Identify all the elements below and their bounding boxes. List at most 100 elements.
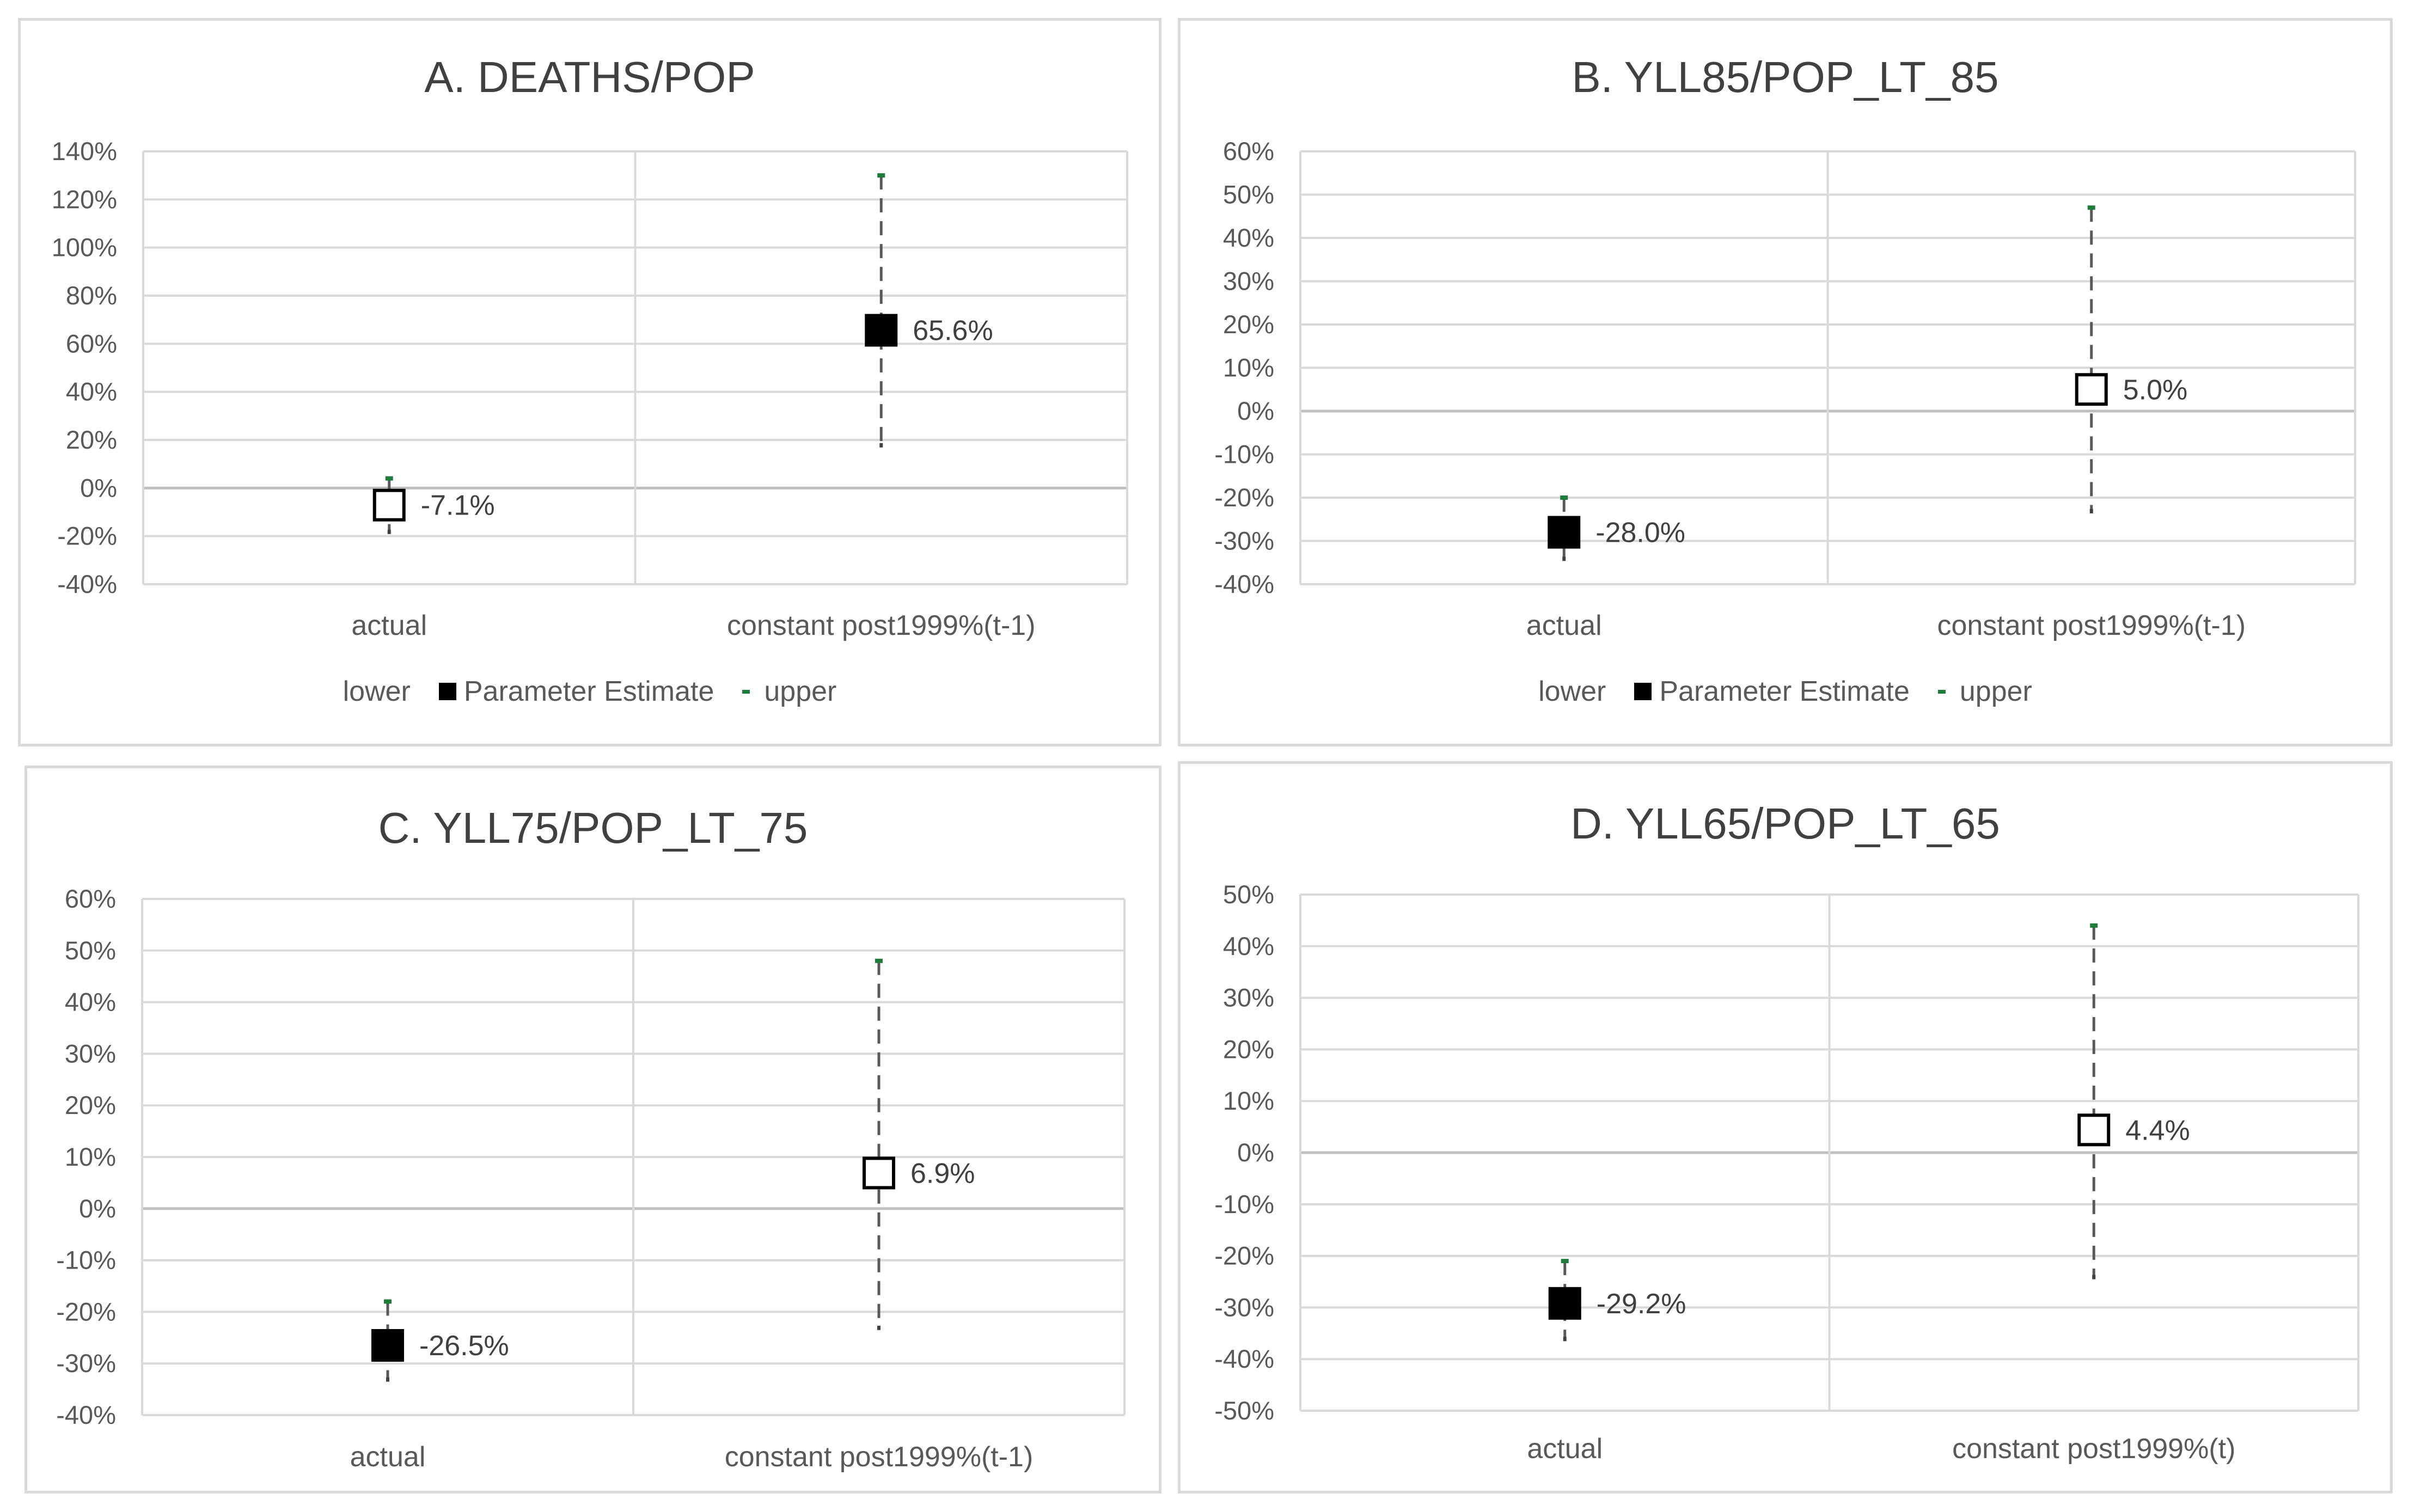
legend-label-upper: upper (1959, 676, 2032, 707)
chart-legend: lower Parameter Estimate upper (21, 675, 1159, 708)
y-tick-label: 40% (1223, 932, 1274, 960)
legend-label-lower: lower (1538, 676, 1606, 707)
lower-marker (879, 443, 883, 448)
x-category-label: actual (350, 1441, 426, 1473)
y-tick-label: -40% (57, 570, 117, 598)
data-label: 65.6% (913, 315, 993, 347)
legend-label-estimate: Parameter Estimate (1659, 676, 1910, 707)
y-tick-label: 0% (79, 1194, 116, 1223)
data-label: -26.5% (419, 1330, 509, 1362)
y-tick-label: -30% (1214, 1293, 1274, 1321)
y-tick-label: 40% (1223, 223, 1274, 252)
y-tick-label: -30% (1214, 527, 1274, 555)
x-category-label: constant post1999%(t-1) (727, 610, 1036, 641)
legend-estimate: Parameter Estimate (1634, 675, 1910, 708)
y-tick-label: -30% (56, 1349, 116, 1378)
estimate-marker (2077, 1113, 2111, 1147)
y-tick-label: 30% (65, 1039, 116, 1068)
x-category-label: actual (1527, 1433, 1603, 1465)
lower-marker (1562, 556, 1566, 561)
legend-label-estimate: Parameter Estimate (463, 676, 714, 707)
chart-panel-b: B. YLL85/POP_LT_85 60% 50% 40% 30% 20% 10% 0% -… (1178, 18, 2393, 746)
y-tick-label: 80% (66, 281, 117, 310)
y-tick-label: 30% (1223, 267, 1274, 296)
y-tick-label: -20% (56, 1297, 116, 1326)
upper-marker (384, 1299, 392, 1304)
y-tick-label: 20% (66, 425, 117, 454)
chart-legend: lower Parameter Estimate upper (1181, 675, 2390, 708)
upper-marker (2087, 205, 2095, 210)
chart-panel-c: C. YLL75/POP_LT_75 60% 50% 40% 30% 20% 10% 0% -… (25, 766, 1161, 1493)
data-label: 5.0% (2123, 374, 2188, 406)
chart-title: D. YLL65/POP_LT_65 (1570, 799, 2000, 848)
legend-square-icon (438, 683, 456, 700)
y-tick-label: -20% (1214, 483, 1274, 512)
y-tick-label: 60% (65, 884, 116, 913)
legend-upper: upper (742, 675, 836, 708)
upper-marker (2090, 923, 2098, 928)
lower-marker (877, 1325, 881, 1330)
upper-marker (877, 173, 885, 178)
y-tick-label: 50% (1223, 180, 1274, 209)
lower-marker (2089, 509, 2093, 513)
estimate-marker (863, 1156, 895, 1190)
legend-lower: lower (343, 675, 411, 708)
y-tick-label: -40% (1214, 1344, 1274, 1373)
legend-label-lower: lower (343, 676, 411, 707)
legend-lower: lower (1538, 675, 1606, 708)
chart-title: C. YLL75/POP_LT_75 (378, 804, 808, 852)
data-label: -7.1% (421, 490, 495, 522)
chart-title: A. DEATHS/POP (424, 53, 755, 101)
lower-marker (386, 1377, 389, 1382)
y-tick-label: 100% (52, 233, 117, 262)
y-tick-label: 0% (1237, 1138, 1274, 1167)
y-tick-label: 60% (66, 329, 117, 358)
y-tick-label: 10% (1223, 1086, 1274, 1115)
y-tick-label: 40% (66, 377, 117, 406)
y-tick-label: 20% (1223, 310, 1274, 339)
data-label: 6.9% (910, 1158, 975, 1189)
y-tick-label: 0% (80, 473, 117, 502)
y-tick-label: 20% (1223, 1034, 1274, 1063)
y-tick-label: 20% (65, 1091, 116, 1119)
x-category-label: constant post1999%(t-1) (725, 1441, 1034, 1473)
legend-upper: upper (1937, 675, 2032, 708)
y-tick-label: 10% (1223, 353, 1274, 382)
y-tick-label: 140% (52, 137, 117, 166)
x-category-label: actual (1526, 610, 1602, 641)
y-tick-label: 10% (65, 1142, 116, 1171)
data-label: -28.0% (1595, 517, 1685, 549)
y-tick-label: 30% (1223, 983, 1274, 1012)
estimate-marker (371, 1329, 404, 1362)
y-tick-label: -20% (1214, 1241, 1274, 1270)
legend-square-icon (1634, 683, 1652, 700)
upper-marker (385, 476, 393, 481)
y-tick-label: 120% (52, 185, 117, 213)
estimate-marker (865, 314, 898, 347)
y-tick-label: -10% (1214, 440, 1274, 469)
estimate-marker (1548, 1287, 1581, 1320)
x-category-label: actual (351, 610, 427, 641)
chart-panel-d: D. YLL65/POP_LT_65 50% 40% 30% 20% 10% 0% -10%… (1178, 761, 2393, 1493)
y-tick-label: -20% (57, 522, 117, 550)
lower-marker (1563, 1337, 1567, 1342)
legend-estimate: Parameter Estimate (438, 675, 714, 708)
x-category-label: constant post1999%(t-1) (1937, 610, 2246, 641)
y-tick-label: -40% (56, 1400, 116, 1429)
chart-panel-a: A. DEATHS/POP 140% 120% 100% 80% 60% 40% 20% 0%… (18, 18, 1161, 746)
legend-dash-icon (1937, 689, 1946, 694)
upper-marker (1560, 495, 1568, 500)
chart-plot-c: 60% 50% 40% 30% 20% 10% 0% -10% -20% -30% -40% actu… (56, 884, 1126, 1473)
legend-dash-icon (742, 689, 750, 694)
x-category-label: constant post1999%(t) (1952, 1433, 2235, 1465)
chart-plot-b: 60% 50% 40% 30% 20% 10% 0% -10% -20% -30% -40% actu… (1214, 137, 2356, 641)
y-tick-label: -10% (56, 1246, 116, 1275)
legend-label-upper: upper (764, 676, 837, 707)
estimate-marker (372, 488, 406, 522)
y-tick-label: 50% (1223, 880, 1274, 909)
upper-marker (875, 958, 883, 963)
y-tick-label: -40% (1214, 570, 1274, 598)
y-tick-label: 60% (1223, 137, 1274, 166)
lower-marker (2092, 1275, 2096, 1280)
y-tick-label: 0% (1237, 396, 1274, 425)
